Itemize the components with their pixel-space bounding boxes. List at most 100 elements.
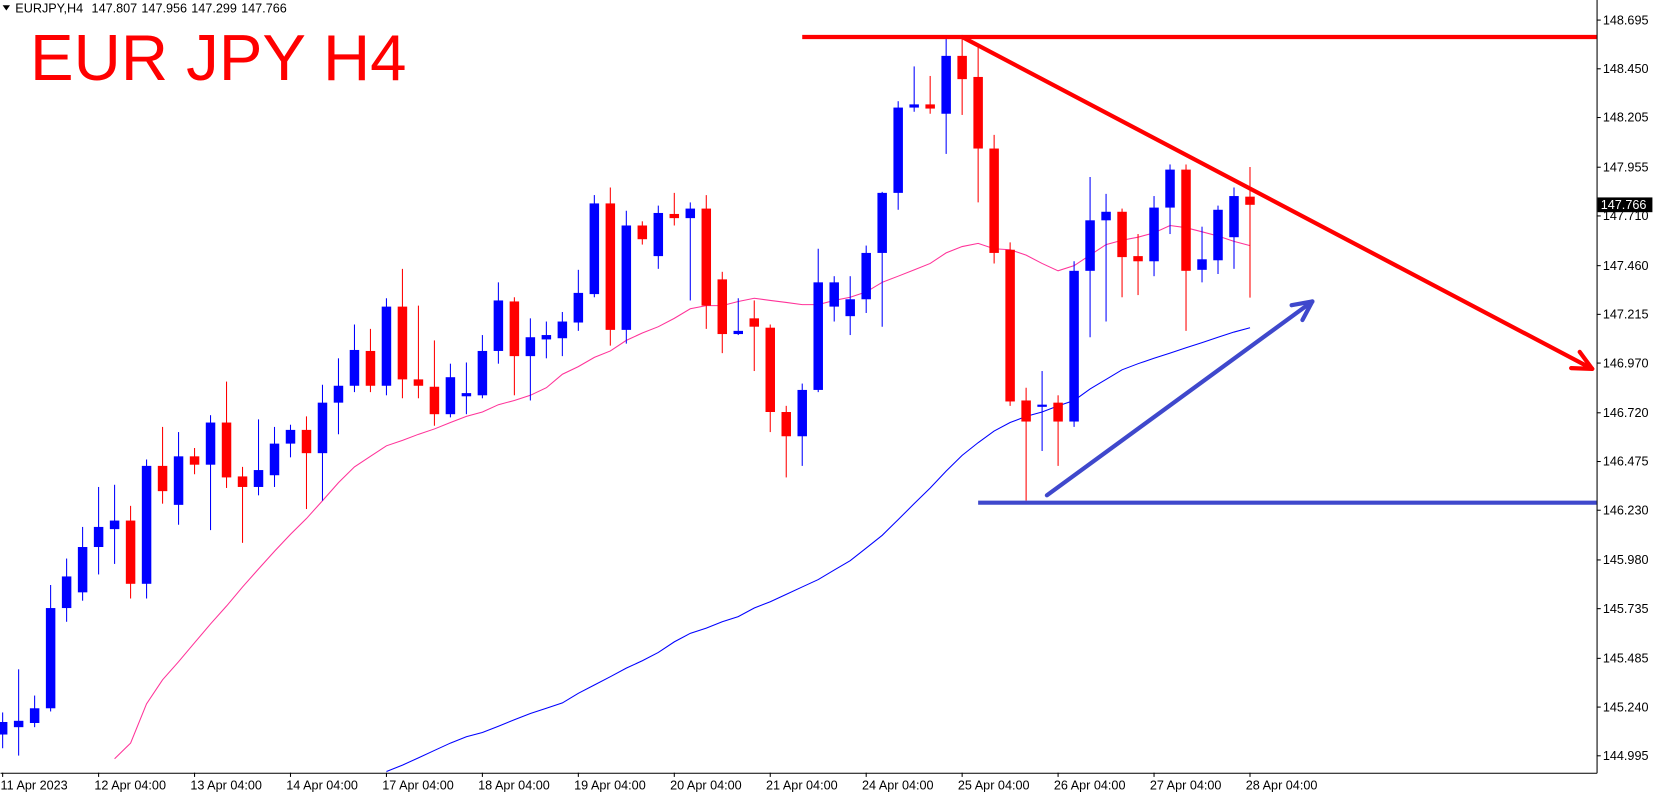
moving-average-line	[114, 224, 1251, 760]
candle-body	[173, 456, 184, 505]
candle-body	[381, 306, 392, 386]
moving-average-line	[386, 327, 1251, 773]
x-tick-label: 25 Apr 04:00	[958, 779, 1030, 793]
trendline	[1044, 299, 1315, 498]
candle-body	[221, 422, 232, 478]
x-tick-label: 11 Apr 2023	[1, 779, 68, 793]
candle-body	[1181, 169, 1191, 271]
candle-body	[493, 300, 504, 351]
current-price-box	[1597, 197, 1653, 213]
candle-body	[1005, 249, 1015, 402]
candle-body	[893, 107, 903, 193]
candle-body	[237, 476, 248, 487]
candle-body	[973, 76, 983, 149]
candle-body	[109, 520, 120, 530]
candle-body	[877, 192, 887, 253]
y-tick-label: 147.710	[1603, 209, 1649, 223]
candle-body	[29, 708, 40, 723]
candle-body	[941, 55, 951, 114]
candle-body	[397, 306, 408, 380]
candle-body	[445, 377, 456, 415]
y-tick-label: 144.995	[1603, 749, 1649, 763]
candle-body	[1165, 169, 1175, 208]
y-tick-label: 146.970	[1603, 356, 1649, 370]
x-tick-label: 12 Apr 04:00	[94, 779, 166, 793]
current-price-label: 147.766	[1601, 198, 1647, 212]
candle-body	[333, 385, 344, 403]
candle-body	[653, 212, 664, 257]
x-tick-label: 27 Apr 04:00	[1150, 779, 1222, 793]
y-tick-label: 145.240	[1603, 700, 1649, 714]
x-tick-label: 18 Apr 04:00	[478, 779, 550, 793]
candle-body	[589, 203, 600, 295]
candle-body	[93, 526, 104, 548]
x-tick-label: 24 Apr 04:00	[862, 779, 934, 793]
candle-body	[157, 465, 168, 492]
trendline-arrowhead	[1289, 299, 1315, 308]
candle-body	[269, 443, 280, 476]
chart-title: EUR JPY H4	[30, 21, 406, 94]
candle-body	[1245, 196, 1255, 205]
candle-body	[541, 335, 552, 340]
candle-body	[701, 208, 712, 306]
candle-body	[797, 389, 807, 437]
symbol-menu-icon	[2, 5, 11, 11]
candle-body	[205, 422, 216, 465]
candle-body	[749, 318, 759, 327]
y-tick-label: 147.955	[1603, 160, 1649, 174]
candle-body	[909, 104, 919, 108]
x-tick-label: 20 Apr 04:00	[670, 779, 742, 793]
y-tick-label: 148.205	[1603, 111, 1649, 125]
candle-body	[557, 321, 568, 339]
candle-body	[1133, 256, 1143, 262]
candle-body	[509, 301, 520, 357]
symbol-header: EURJPY,H4 147.807 147.956 147.299 147.766	[15, 2, 286, 16]
candle-body	[253, 470, 264, 487]
candle-body	[733, 330, 744, 335]
candle-body	[461, 393, 472, 397]
candle-body	[829, 282, 839, 307]
trendline-arrowhead	[1577, 349, 1595, 371]
candle-body	[141, 465, 152, 584]
x-tick-label: 17 Apr 04:00	[382, 779, 454, 793]
candle-body	[781, 412, 791, 437]
candle-body	[1069, 270, 1079, 422]
candle-body	[365, 350, 376, 386]
trendline-arrowhead	[1300, 299, 1315, 323]
candle-body	[845, 299, 855, 317]
header-low: 147.299	[191, 2, 237, 16]
candle-body	[61, 576, 72, 609]
trendline-arrowhead	[1569, 366, 1595, 371]
candle-body	[1117, 211, 1127, 258]
candle-body	[301, 429, 312, 454]
candle-body	[0, 721, 8, 735]
candle-body	[125, 520, 136, 584]
candle-body	[717, 279, 728, 335]
x-tick-label: 28 Apr 04:00	[1246, 779, 1318, 793]
candle-body	[77, 547, 88, 593]
header-high: 147.956	[141, 2, 187, 16]
candle-body	[429, 386, 440, 415]
x-tick-label: 14 Apr 04:00	[286, 779, 358, 793]
candle-body	[477, 350, 488, 396]
candle-body	[813, 282, 823, 390]
candle-body	[317, 402, 328, 454]
candle-body	[989, 148, 999, 253]
x-tick-label: 21 Apr 04:00	[766, 779, 838, 793]
y-tick-label: 147.460	[1603, 259, 1649, 273]
candle-body	[1197, 259, 1207, 270]
x-tick-label: 13 Apr 04:00	[190, 779, 262, 793]
candle-body	[605, 203, 616, 330]
candle-body	[1101, 211, 1111, 221]
candle-body	[1229, 196, 1239, 238]
candle-body	[45, 608, 56, 709]
candle-body	[925, 104, 935, 109]
candle-body	[349, 349, 360, 386]
y-tick-label: 145.735	[1603, 602, 1649, 616]
y-tick-label: 145.980	[1603, 553, 1649, 567]
y-tick-label: 146.720	[1603, 406, 1649, 420]
y-tick-label: 148.695	[1603, 13, 1649, 27]
candle-body	[1037, 404, 1047, 407]
